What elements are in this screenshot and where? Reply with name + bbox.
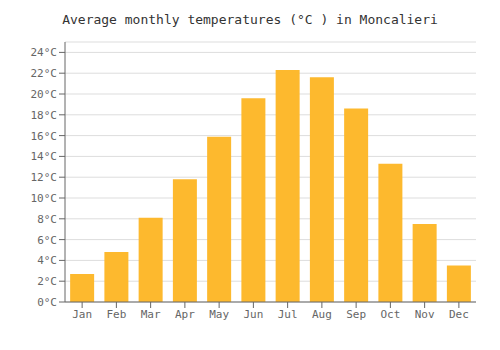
svg-text:12°C: 12°C (31, 171, 58, 184)
svg-text:Oct: Oct (380, 308, 400, 321)
svg-text:8°C: 8°C (37, 213, 57, 226)
svg-text:Nov: Nov (415, 308, 435, 321)
svg-text:4°C: 4°C (37, 254, 57, 267)
svg-text:Feb: Feb (106, 308, 126, 321)
svg-text:14°C: 14°C (31, 150, 58, 163)
svg-text:Jul: Jul (278, 308, 298, 321)
svg-text:22°C: 22°C (31, 67, 58, 80)
svg-text:0°C: 0°C (37, 296, 57, 309)
svg-text:24°C: 24°C (31, 46, 58, 59)
html-text:Average monthly temperatures (: Average monthly temperatures (°C ) in Mo… (62, 12, 438, 27)
svg-text:2°C: 2°C (37, 275, 57, 288)
svg-text:Jun: Jun (243, 308, 263, 321)
svg-text:10°C: 10°C (31, 192, 58, 205)
svg-text:6°C: 6°C (37, 234, 57, 247)
svg-text:16°C: 16°C (31, 130, 58, 143)
svg-text:Mar: Mar (141, 308, 161, 321)
svg-text:Aug: Aug (312, 308, 332, 321)
svg-text:Apr: Apr (175, 308, 195, 321)
svg-text:Sep: Sep (346, 308, 366, 321)
svg-text:Jan: Jan (72, 308, 92, 321)
svg-text:20°C: 20°C (31, 88, 58, 101)
svg-text:18°C: 18°C (31, 109, 58, 122)
svg-text:Dec: Dec (449, 308, 469, 321)
svg-text:May: May (209, 308, 229, 321)
